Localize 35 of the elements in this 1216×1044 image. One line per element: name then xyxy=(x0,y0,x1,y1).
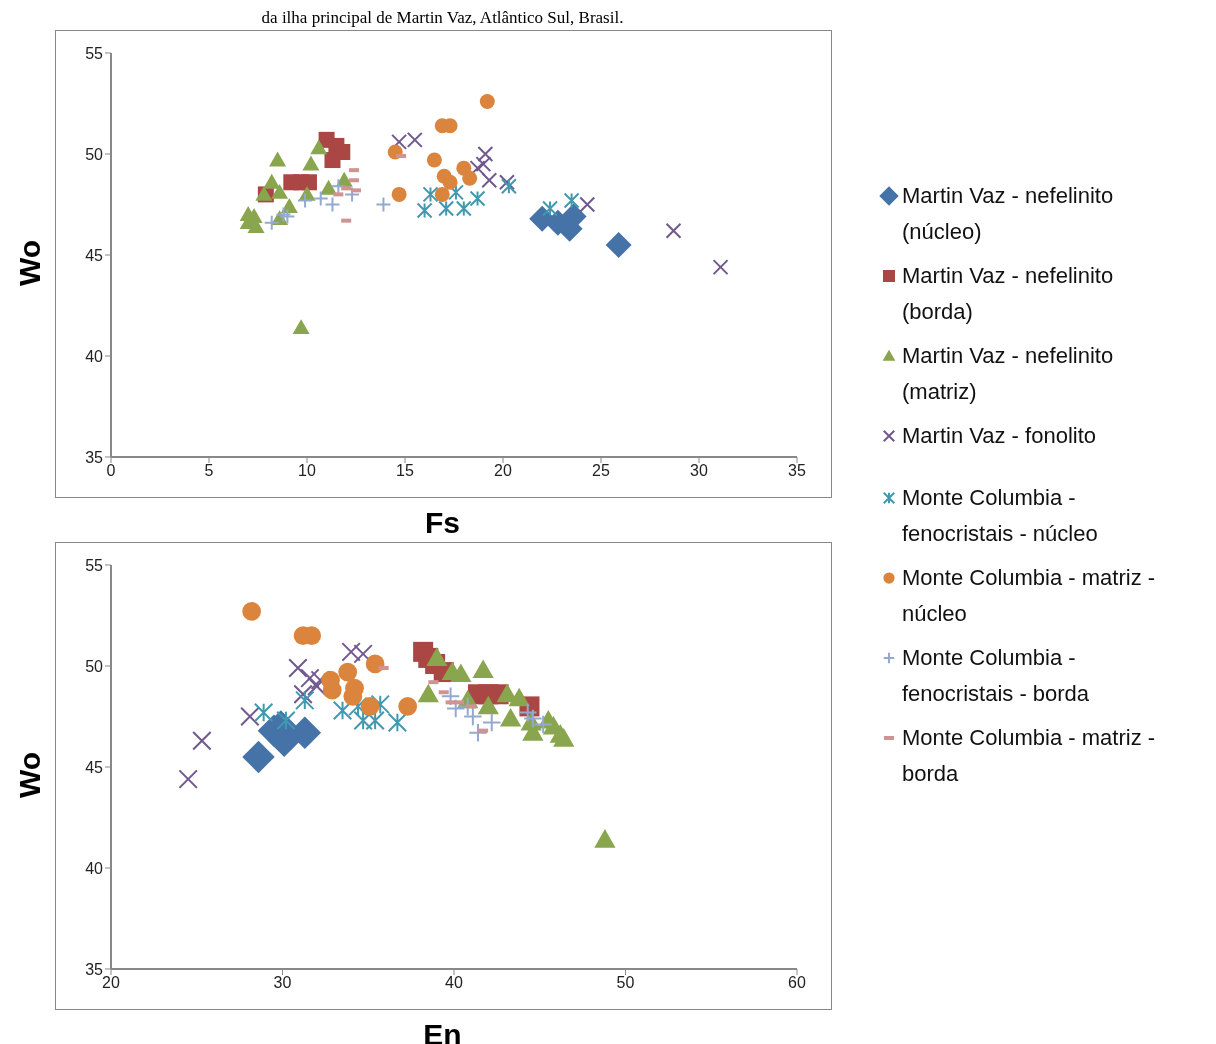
legend-label: Monte Columbia - matriz - borda xyxy=(902,724,1157,788)
x-tick-label: 30 xyxy=(273,974,292,992)
y-tick-label: 55 xyxy=(85,556,104,574)
chart-title: da ilha principal de Martin Vaz, Atlântico Sul, Brasil. xyxy=(260,8,625,28)
x-tick-label: 35 xyxy=(788,462,806,480)
x-axis-title: Fs xyxy=(424,506,461,540)
y-tick-label: 45 xyxy=(85,246,104,264)
y-tick-label: 35 xyxy=(85,960,104,978)
legend-label: Martin Vaz - fonolito xyxy=(902,422,1097,450)
x-tick-label: 60 xyxy=(788,974,806,992)
y-tick-label: 40 xyxy=(85,347,104,365)
x-tick-label: 20 xyxy=(102,974,120,992)
legend-label: Monte Columbia - fenocristais - núcleo xyxy=(902,484,1099,548)
legend-label: Martin Vaz - nefelinito (núcleo) xyxy=(902,182,1115,246)
x-tick-label: 0 xyxy=(106,462,116,480)
y-tick-label: 50 xyxy=(85,145,104,163)
legend-label: Martin Vaz - nefelinito (borda) xyxy=(902,262,1115,326)
legend-label: Monte Columbia - fenocristais - borda xyxy=(902,644,1091,708)
legend-label: Martin Vaz - nefelinito (matriz) xyxy=(902,342,1115,406)
y-tick-label: 35 xyxy=(85,448,104,466)
x-tick-label: 20 xyxy=(494,462,512,480)
legend-label: Monte Columbia - matriz - núcleo xyxy=(902,564,1157,628)
x-tick-label: 15 xyxy=(396,462,414,480)
y-axis-title: Wo xyxy=(13,239,47,287)
x-tick-label: 5 xyxy=(204,462,214,480)
x-tick-label: 40 xyxy=(445,974,463,992)
x-tick-label: 30 xyxy=(690,462,708,480)
y-tick-label: 45 xyxy=(85,758,104,776)
y-tick-label: 55 xyxy=(85,44,104,62)
x-tick-label: 50 xyxy=(616,974,635,992)
y-tick-label: 40 xyxy=(85,859,104,877)
x-tick-label: 25 xyxy=(592,462,610,480)
y-tick-label: 50 xyxy=(85,657,104,675)
y-axis-title: Wo xyxy=(13,751,47,799)
x-tick-label: 10 xyxy=(298,462,316,480)
